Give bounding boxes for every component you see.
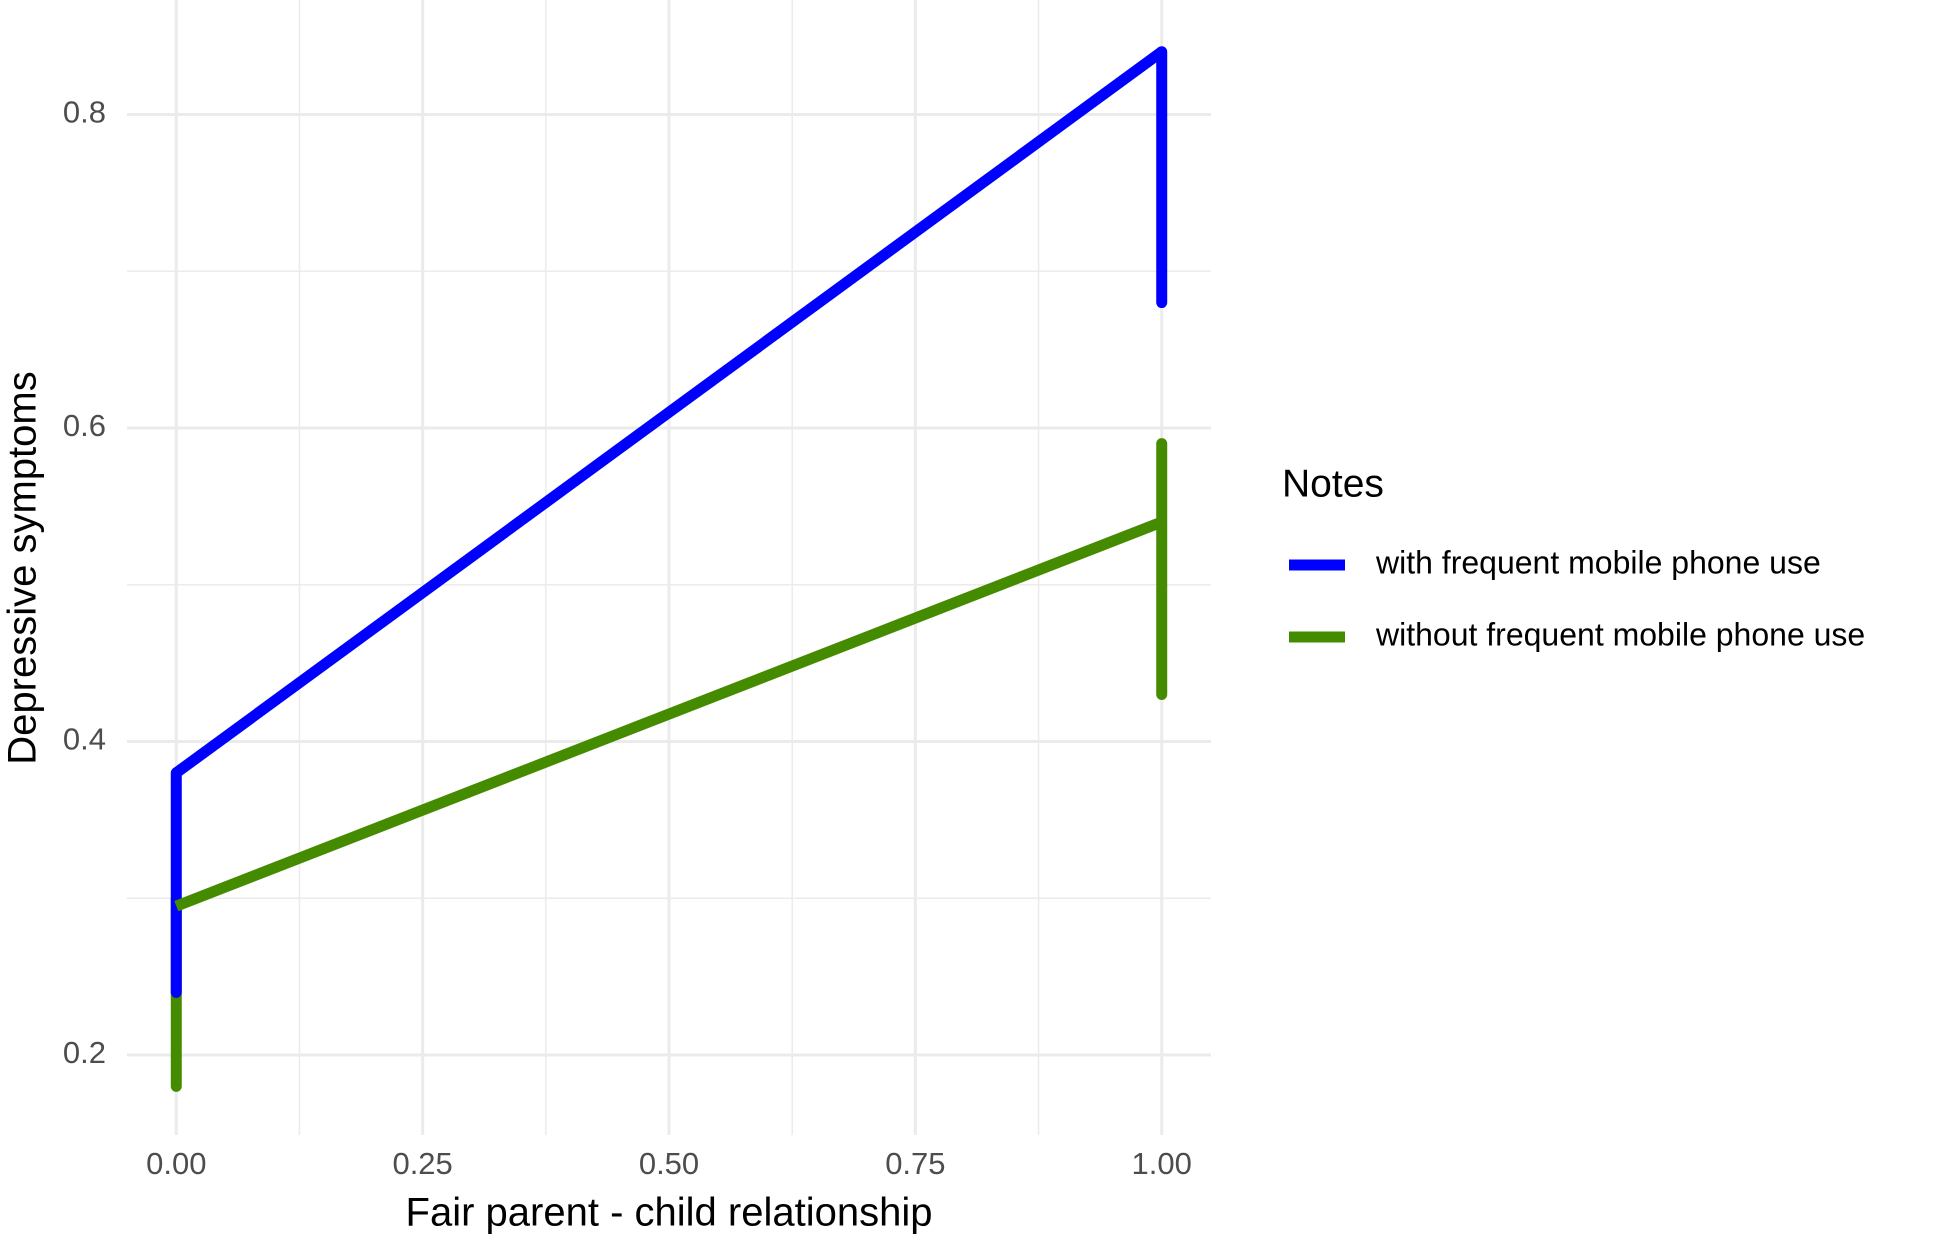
legend-title: Notes bbox=[1282, 462, 1384, 505]
legend-label: without frequent mobile phone use bbox=[1375, 616, 1865, 652]
y-tick-label: 0.8 bbox=[63, 95, 106, 130]
y-tick-label: 0.4 bbox=[63, 722, 106, 757]
line bbox=[173, 47, 1165, 778]
line bbox=[174, 516, 1164, 912]
y-tick-label: 0.6 bbox=[63, 408, 106, 443]
x-axis-title: Fair parent - child relationship bbox=[406, 1191, 933, 1235]
x-tick-label: 1.00 bbox=[1132, 1146, 1192, 1181]
y-axis-title: Depressive symptoms bbox=[1, 371, 45, 764]
legend-label: with frequent mobile phone use bbox=[1375, 544, 1821, 580]
x-tick-label: 0.50 bbox=[639, 1146, 699, 1181]
x-tick-label: 0.00 bbox=[146, 1146, 206, 1181]
x-tick-label: 0.25 bbox=[392, 1146, 452, 1181]
y-tick-label: 0.2 bbox=[63, 1035, 106, 1070]
x-tick-label: 0.75 bbox=[885, 1146, 945, 1181]
